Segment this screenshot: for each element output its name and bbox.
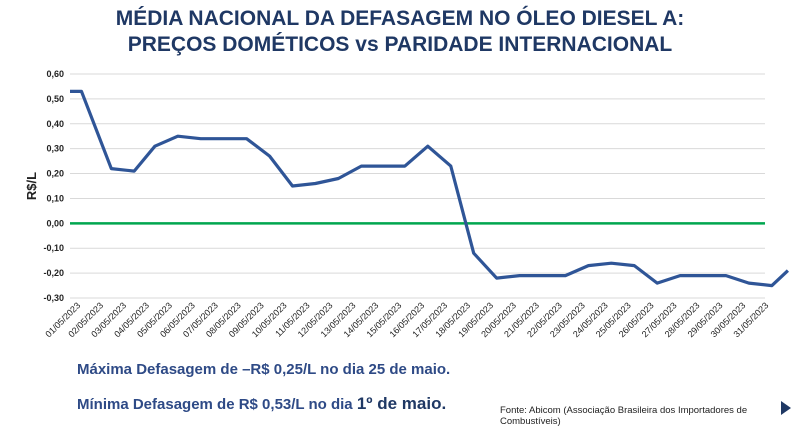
y-tick-label: -0,30 [43,293,64,303]
y-axis-ticks: 0,60 0,50 0,40 0,30 0,20 0,10 0,00 -0,10 -0,20 -0… [43,69,64,303]
note-min-emphasis: 1º de maio. [356,394,447,413]
y-tick-label: 0,60 [46,69,64,79]
note-max-defasagem: Máxima Defasagem de –R$ 0,25/L no dia 25… [77,361,451,378]
y-tick-label: 0,20 [46,169,64,179]
y-tick-label: -0,20 [43,268,64,278]
series-line-defasagem [70,89,789,288]
y-axis-label: R$/L [24,172,39,200]
y-tick-label: 0,30 [46,144,64,154]
source-citation: Fonte: Abicom (Associação Brasileira dos… [500,405,748,427]
gridlines [70,73,765,299]
note-min-defasagem: Mínima Defasagem de R$ 0,53/L no dia 1º … [77,394,446,414]
y-tick-label: 0,50 [46,94,64,104]
chart-title-line-1: MÉDIA NACIONAL DA DEFASAGEM NO ÓLEO DIES… [115,7,685,30]
note-min-prefix: Mínima Defasagem de R$ 0,53/L no dia [77,396,357,413]
chart-title-line-2: PREÇOS DOMÉTICOS vs PARIDADE INTERNACION… [127,33,673,56]
y-tick-label: 0,10 [46,193,64,203]
arrow-right-icon[interactable] [776,398,796,418]
y-tick-label: -0,10 [43,243,64,253]
y-tick-label: 0,00 [46,218,64,228]
x-axis-ticks: 01/05/202302/05/202303/05/202304/05/2023… [43,300,770,339]
line-chart: 0,60 0,50 0,40 0,30 0,20 0,10 0,00 -0,10 -0,20 -0… [24,69,789,339]
y-tick-label: 0,40 [46,119,64,129]
